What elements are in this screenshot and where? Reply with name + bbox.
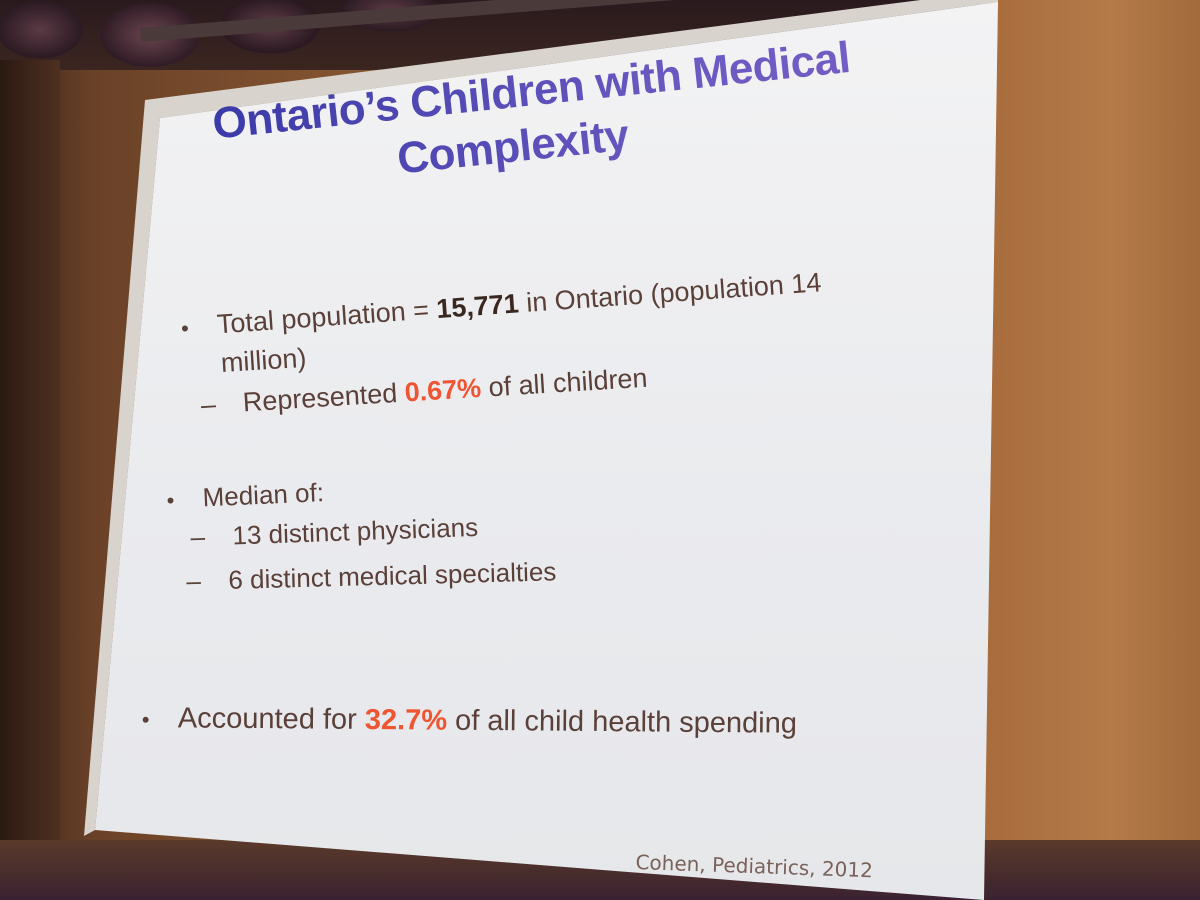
bullet-dot: •	[180, 315, 190, 341]
wall	[980, 0, 1200, 900]
bullet-spending: • Accounted for 32.7% of all child health…	[141, 702, 798, 740]
bullet-dot: •	[141, 706, 150, 733]
spending-percent-value: 32.7%	[364, 703, 448, 737]
percent-children-value: 0.67%	[403, 372, 482, 408]
dash-marker: –	[190, 521, 206, 552]
bullet-dot: •	[166, 487, 175, 513]
left-shadow	[0, 60, 60, 900]
population-value: 15,771	[435, 288, 520, 325]
dash-marker: –	[186, 565, 202, 596]
dash-marker: –	[200, 389, 217, 420]
bullet-total-population-cont: million)	[220, 342, 308, 378]
